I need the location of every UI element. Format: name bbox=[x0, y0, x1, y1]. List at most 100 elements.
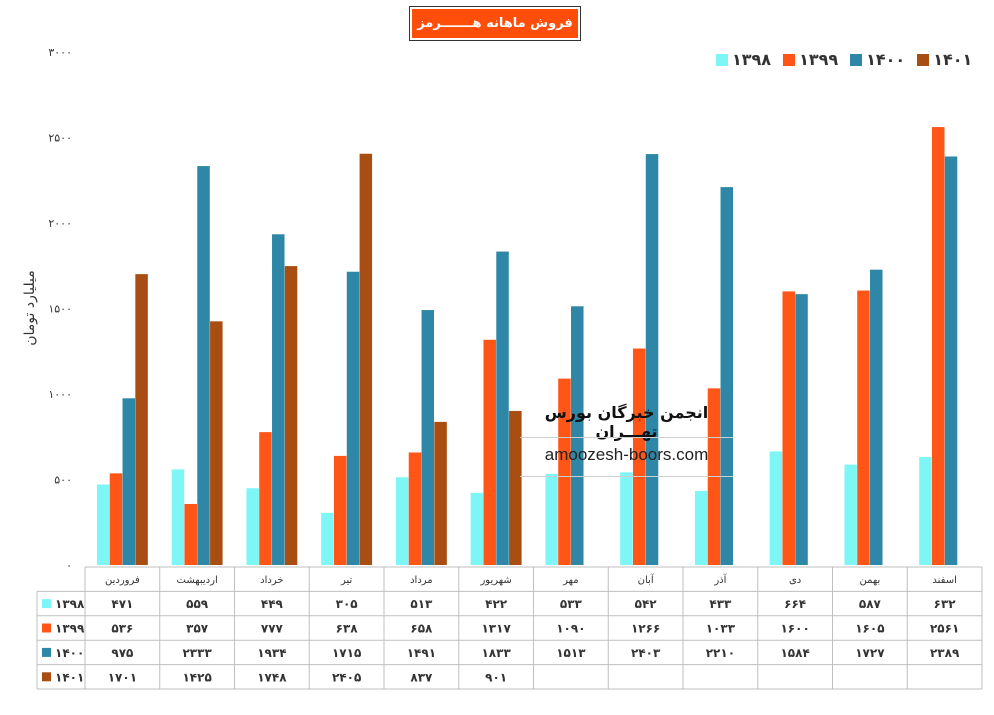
chart-title: فروش ماهانه هـــــــرمز bbox=[412, 9, 578, 38]
bar-3-4 bbox=[434, 421, 447, 565]
table-cell-value: ۲۲۱۰ bbox=[706, 646, 735, 660]
legend-item: ۱۳۹۹ bbox=[783, 50, 838, 69]
bar-1-11 bbox=[931, 127, 945, 565]
table-legend-key bbox=[42, 672, 51, 682]
table-cell-value: ۲۳۳۳ bbox=[182, 646, 212, 660]
table-cell-value: ۶۶۴ bbox=[784, 597, 806, 611]
bar-2-6 bbox=[571, 306, 584, 565]
table-cell-value: ۱۵۱۳ bbox=[556, 646, 586, 660]
bar-2-0 bbox=[122, 398, 136, 565]
table-cell-value: ۴۳۳ bbox=[709, 597, 732, 611]
table-cell-value: ۱۰۳۳ bbox=[706, 622, 736, 636]
y-tick-label: ۲۵۰۰ bbox=[48, 132, 72, 145]
legend-label: ۱۴۰۱ bbox=[933, 50, 973, 69]
table-series-name: ۱۴۰۰ bbox=[55, 646, 84, 660]
table-cell-value: ۶۵۸ bbox=[410, 622, 433, 636]
table-cell-value: ۳۵۷ bbox=[186, 622, 209, 636]
bar-2-2 bbox=[272, 234, 285, 565]
table-cell-value: ۱۶۰۵ bbox=[855, 622, 884, 636]
watermark-url: amoozesh-boors.com bbox=[544, 445, 709, 464]
bar-2-5 bbox=[496, 251, 509, 565]
x-tick-label: آذر bbox=[713, 573, 727, 586]
y-tick-label: ۳۰۰۰ bbox=[48, 46, 72, 59]
legend-swatch bbox=[917, 53, 930, 66]
table-cell-value: ۱۳۱۷ bbox=[481, 622, 511, 636]
legend-item: ۱۴۰۰ bbox=[850, 50, 905, 69]
table-cell-value: ۲۵۶۱ bbox=[930, 622, 959, 636]
table-cell-value: ۴۷۱ bbox=[111, 597, 133, 611]
x-tick-label: شهریور bbox=[479, 575, 511, 586]
bar-3-5 bbox=[509, 410, 522, 565]
x-tick-label: مهر bbox=[562, 575, 578, 586]
y-axis-label: میلیارد تومان bbox=[22, 270, 38, 346]
y-tick-label: ۵۰۰ bbox=[54, 474, 72, 487]
table-cell-value: ۲۳۸۹ bbox=[930, 646, 960, 660]
table-cell-value: ۵۳۶ bbox=[111, 622, 133, 636]
legend: ۱۳۹۸ ۱۳۹۹ ۱۴۰۰ ۱۴۰۱ bbox=[716, 50, 978, 69]
bar-0-0 bbox=[96, 484, 110, 565]
legend-swatch bbox=[850, 53, 863, 66]
x-tick-label: دی bbox=[789, 575, 801, 586]
table-cell-value: ۵۵۹ bbox=[186, 597, 209, 611]
y-tick-label: ۱۰۰۰ bbox=[48, 388, 72, 401]
x-tick-label: تیر bbox=[340, 575, 353, 586]
y-tick-label: ۲۰۰۰ bbox=[48, 217, 72, 230]
data-table: فروردین اردیبهشت خرداد تیر مرداد شهریور مهر آبا… bbox=[36, 566, 983, 690]
legend-swatch bbox=[716, 53, 728, 66]
legend-label: ۱۳۹۹ bbox=[799, 50, 839, 69]
table-series-name: ۱۳۹۸ bbox=[55, 597, 85, 611]
watermark-divider-bottom bbox=[520, 476, 733, 477]
y-tick-label: ۱۵۰۰ bbox=[48, 303, 72, 316]
bar-1-4 bbox=[408, 452, 422, 565]
bar-2-4 bbox=[421, 310, 435, 565]
bar-3-1 bbox=[210, 321, 223, 565]
bar-0-6 bbox=[545, 473, 558, 565]
bar-0-2 bbox=[246, 488, 259, 565]
table-cell-value: ۶۳۲ bbox=[934, 597, 957, 611]
table-cell-value: ۱۷۱۵ bbox=[332, 646, 361, 660]
table-cell-value: ۹۰۱ bbox=[485, 670, 507, 684]
table-cell-value: ۸۳۷ bbox=[410, 670, 433, 684]
y-axis: ۰ ۵۰۰ ۱۰۰۰ ۱۵۰۰ ۲۰۰۰ ۲۵۰۰ ۳۰۰۰ bbox=[48, 46, 72, 572]
table-cell-value: ۱۷۴۸ bbox=[257, 670, 287, 684]
table-legend-key bbox=[42, 647, 51, 657]
legend-item: ۱۳۹۸ bbox=[716, 50, 771, 69]
bar-3-2 bbox=[284, 266, 298, 565]
table-cell-value: ۷۷۷ bbox=[261, 622, 284, 636]
table-cell-value: ۱۸۳۳ bbox=[481, 646, 511, 660]
bar-2-10 bbox=[870, 269, 883, 565]
x-tick-label: مرداد bbox=[410, 575, 433, 586]
bar-0-11 bbox=[919, 456, 932, 565]
bar-2-9 bbox=[795, 294, 808, 565]
watermark-title: انجمن خبرگان بورس تهـــران bbox=[544, 403, 709, 441]
table-series-name: ۱۳۹۹ bbox=[55, 622, 85, 636]
bar-2-7 bbox=[645, 154, 659, 565]
table-cell-value: ۶۳۸ bbox=[336, 622, 359, 636]
table-cell-value: ۲۴۰۳ bbox=[631, 646, 661, 660]
table-series-name: ۱۴۰۱ bbox=[55, 670, 84, 684]
table-cell-value: ۵۳۳ bbox=[560, 597, 583, 611]
bar-2-3 bbox=[346, 271, 360, 565]
table-cell-value: ۱۰۹۰ bbox=[556, 622, 585, 636]
bars bbox=[96, 127, 958, 565]
x-tick-label: آبان bbox=[638, 573, 655, 586]
bar-1-9 bbox=[782, 291, 795, 565]
table-cell-value: ۵۴۲ bbox=[635, 597, 658, 611]
bar-0-10 bbox=[844, 464, 857, 565]
chart-title-box: فروش ماهانه هـــــــرمز bbox=[409, 6, 581, 41]
bar-1-10 bbox=[857, 290, 870, 565]
table-cell-value: ۱۴۲۵ bbox=[182, 670, 211, 684]
bar-0-7 bbox=[620, 472, 633, 565]
table-cell-value: ۴۲۲ bbox=[485, 597, 508, 611]
bar-1-7 bbox=[632, 348, 646, 565]
bar-1-6 bbox=[558, 378, 571, 565]
legend-label: ۱۴۰۰ bbox=[866, 50, 906, 69]
table-legend-key bbox=[42, 599, 51, 609]
table-cell-value: ۱۹۳۴ bbox=[257, 646, 286, 660]
x-tick-label: اردیبهشت bbox=[177, 575, 218, 586]
table-legend-key bbox=[42, 623, 51, 633]
bar-2-11 bbox=[944, 156, 958, 565]
x-tick-label: خرداد bbox=[260, 575, 283, 586]
bar-0-3 bbox=[321, 512, 334, 565]
